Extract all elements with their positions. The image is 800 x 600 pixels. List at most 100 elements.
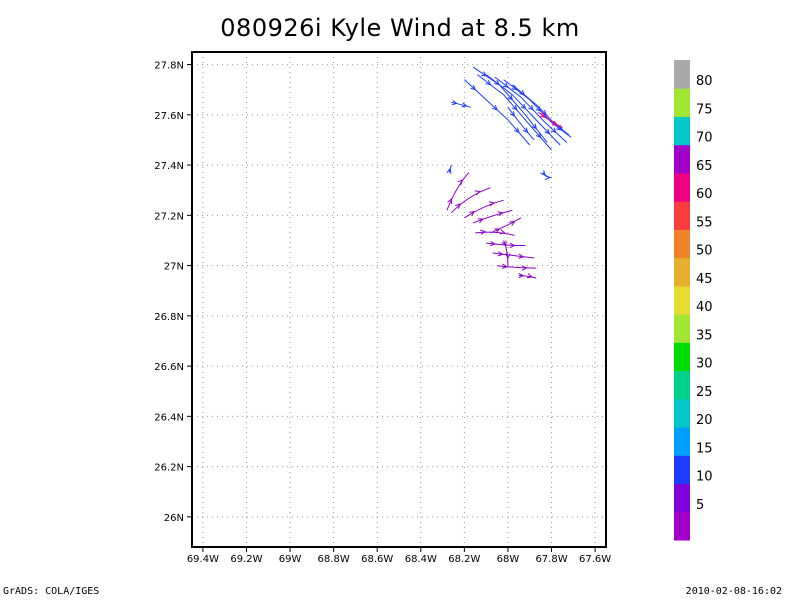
x-tick-label: 69.2W [230, 554, 262, 565]
colorbar-label: 60 [696, 187, 713, 202]
colorbar-swatch [674, 116, 690, 146]
streamline-arrowhead [502, 82, 509, 88]
streamline-arrowhead [501, 263, 509, 269]
streamline-arrowhead [501, 240, 507, 247]
y-tick-label: 26.4N [154, 412, 184, 423]
colorbar-label: 35 [696, 328, 713, 343]
streamline-arrowhead [477, 218, 484, 224]
colorbar-label: 20 [696, 413, 713, 428]
x-tick-label: 68.4W [405, 554, 437, 565]
colorbar-label: 15 [696, 441, 713, 456]
streamline-arrowhead [544, 128, 551, 135]
footer-timestamp: 2010-02-08-16:02 [685, 586, 782, 597]
streamline-arrowhead [521, 265, 528, 271]
streamline-arrowhead [497, 211, 504, 217]
streamline-arrowhead [509, 242, 516, 249]
plot-frame [191, 51, 607, 548]
streamline [451, 101, 472, 108]
colorbar-label: 55 [696, 215, 713, 230]
streamline-arrowhead [522, 127, 529, 134]
streamline-arrowhead [544, 175, 551, 181]
colorbar-swatch [674, 229, 690, 259]
streamline-arrowhead [531, 123, 538, 130]
streamline [450, 187, 491, 214]
y-tick-label: 26.2N [154, 463, 184, 474]
streamline [446, 172, 470, 211]
y-tick-label: 26N [164, 513, 184, 524]
colorbar-label: 50 [696, 244, 713, 259]
colorbar-label: 65 [696, 159, 713, 174]
colorbar-label: 30 [696, 357, 713, 372]
y-tick-label: 26.6N [154, 362, 184, 373]
streamline-arrowhead [497, 251, 504, 257]
streamline [507, 107, 535, 141]
streamline-arrowhead [494, 228, 501, 234]
streamline-arrowhead [451, 100, 458, 106]
streamline-arrowhead [505, 253, 511, 260]
colorbar-swatch [674, 285, 690, 315]
streamline-arrowhead [550, 127, 557, 134]
streamline-arrowhead [526, 273, 533, 279]
x-tick-label: 68.6W [361, 554, 393, 565]
streamline-arrowhead [507, 94, 514, 101]
x-tick-label: 69.4W [187, 554, 219, 565]
streamline-arrowhead [461, 102, 468, 108]
y-tick-label: 27.8N [154, 61, 184, 72]
streamline [503, 240, 509, 266]
colorbar-swatch [674, 455, 690, 485]
streamline-arrowhead [518, 253, 525, 259]
streamline [464, 199, 504, 219]
x-tick-label: 69W [279, 554, 302, 565]
colorbar-swatch [674, 314, 690, 343]
streamline-arrowhead [520, 103, 527, 110]
streamline [538, 111, 563, 128]
streamline-arrowhead [511, 104, 518, 111]
colorbar-label: 10 [696, 470, 713, 485]
streamline [472, 209, 513, 224]
streamline-arrowhead [457, 179, 463, 186]
colorbar-label: 5 [696, 498, 704, 513]
x-tick-label: 67.6W [579, 554, 611, 565]
colorbar-swatch [674, 144, 690, 174]
y-tick-label: 27N [164, 262, 184, 273]
colorbar-label: 70 [696, 131, 713, 146]
y-tick-label: 27.4N [154, 161, 184, 172]
streamline-arrowhead [494, 79, 501, 86]
colorbar-swatch [674, 370, 690, 400]
colorbar-swatch [674, 172, 690, 202]
streamline-arrowhead [455, 203, 461, 209]
y-tick-label: 27.2N [154, 211, 184, 222]
streamline-arrowhead [514, 127, 520, 134]
streamline-arrowhead [485, 79, 492, 86]
streamline-arrowhead [474, 190, 481, 196]
colorbar-swatch [674, 60, 690, 89]
y-tick-label: 26.8N [154, 312, 184, 323]
streamline-arrowhead [518, 273, 525, 279]
streamline-arrowhead [488, 201, 495, 207]
colorbar-label: 25 [696, 385, 713, 400]
x-tick-label: 68W [497, 554, 520, 565]
colorbar-label: 80 [696, 74, 713, 89]
y-tick-label: 27.6N [154, 111, 184, 122]
colorbar-label: 75 [696, 102, 713, 117]
streamline-arrowhead [481, 71, 488, 77]
streamline [475, 231, 515, 236]
x-tick-label: 68.2W [448, 554, 480, 565]
streamline-arrowhead [519, 89, 526, 96]
streamline [518, 275, 537, 279]
streamline-arrowhead [489, 240, 497, 247]
colorbar-swatch [674, 88, 690, 117]
chart-title: 080926i Kyle Wind at 8.5 km [220, 14, 580, 42]
footer-credit: GrADS: COLA/IGES [3, 586, 100, 597]
streamline-arrowhead [528, 104, 534, 111]
colorbar-swatch [674, 511, 690, 541]
colorbar-swatch [674, 201, 690, 230]
colorbar-label: 45 [696, 272, 713, 287]
streamline [492, 252, 535, 259]
streamline-arrowhead [540, 112, 546, 119]
streamline-arrowhead [509, 221, 516, 226]
colorbar-swatch [674, 483, 690, 513]
streamline-arrowhead [469, 210, 476, 217]
streamline-arrowhead [492, 104, 498, 111]
